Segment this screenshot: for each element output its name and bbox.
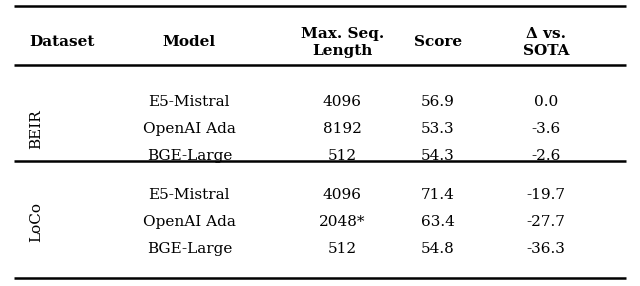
Text: Max. Seq.
Length: Max. Seq. Length <box>301 27 384 57</box>
Text: Model: Model <box>163 35 216 49</box>
Text: 0.0: 0.0 <box>534 95 558 109</box>
Text: BGE-Large: BGE-Large <box>147 242 232 256</box>
Text: E5-Mistral: E5-Mistral <box>148 188 230 202</box>
Text: 71.4: 71.4 <box>421 188 455 202</box>
Text: OpenAI Ada: OpenAI Ada <box>143 122 236 136</box>
Text: OpenAI Ada: OpenAI Ada <box>143 215 236 229</box>
Text: -2.6: -2.6 <box>532 149 561 163</box>
Text: LoCo: LoCo <box>29 202 44 242</box>
Text: 4096: 4096 <box>323 188 362 202</box>
Text: 63.4: 63.4 <box>421 215 455 229</box>
Text: Δ vs.
SOTA: Δ vs. SOTA <box>523 27 570 57</box>
Text: 53.3: 53.3 <box>421 122 454 136</box>
Text: -27.7: -27.7 <box>527 215 566 229</box>
Text: 8192: 8192 <box>323 122 362 136</box>
Text: 54.3: 54.3 <box>421 149 455 163</box>
Text: BGE-Large: BGE-Large <box>147 149 232 163</box>
Text: Score: Score <box>414 35 462 49</box>
Text: 2048*: 2048* <box>319 215 365 229</box>
Text: 512: 512 <box>328 242 357 256</box>
Text: E5-Mistral: E5-Mistral <box>148 95 230 109</box>
Text: 54.8: 54.8 <box>421 242 455 256</box>
Text: 512: 512 <box>328 149 357 163</box>
Text: -36.3: -36.3 <box>527 242 566 256</box>
Text: BEIR: BEIR <box>29 109 44 149</box>
Text: 56.9: 56.9 <box>421 95 455 109</box>
Text: Dataset: Dataset <box>29 35 95 49</box>
Text: -3.6: -3.6 <box>532 122 561 136</box>
Text: -19.7: -19.7 <box>527 188 566 202</box>
Text: 4096: 4096 <box>323 95 362 109</box>
